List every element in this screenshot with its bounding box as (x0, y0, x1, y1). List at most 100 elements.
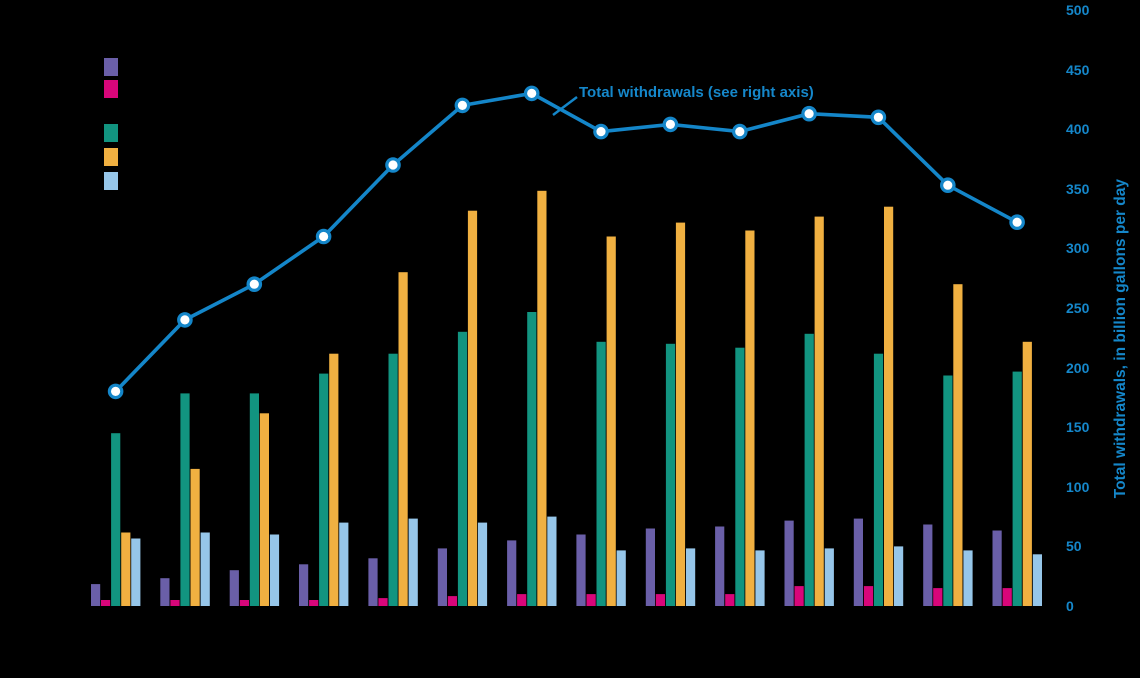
bar-series-orange-1965 (329, 353, 339, 606)
line-marker-2000 (801, 105, 817, 122)
line-marker-2005 (870, 109, 887, 126)
bar-series-teal-1985 (596, 341, 606, 606)
bar-series-orange-2015 (1022, 341, 1032, 606)
bar-series-purple-1995 (715, 526, 725, 606)
bar-series-magenta-1965 (309, 600, 319, 606)
bar-series-orange-1955 (190, 468, 200, 606)
bar-series-purple-1985 (576, 534, 586, 606)
right-axis-tick-150: 150 (1066, 419, 1090, 435)
bar-series-teal-1995 (735, 347, 745, 606)
bar-series-teal-2005 (873, 353, 884, 606)
right-axis-title: Total withdrawals, in billion gallons pe… (1112, 179, 1129, 499)
bar-series-purple-1950 (91, 584, 101, 606)
legend-swatch-series-purple (104, 58, 118, 76)
bar-series-teal-1955 (180, 393, 190, 606)
bar-series-magenta-1990 (655, 594, 665, 606)
bar-series-magenta-2000 (794, 586, 804, 606)
line-marker-1975 (454, 97, 471, 114)
right-axis-tick-350: 350 (1066, 181, 1090, 197)
bar-series-teal-1965 (319, 373, 329, 606)
bar-series-purple-2005 (853, 518, 863, 606)
bar-series-orange-1975 (467, 210, 478, 606)
legend-swatch-series-teal (104, 124, 118, 142)
bar-series-lightblue-2000 (824, 548, 834, 606)
line-marker-1980 (523, 85, 540, 102)
bar-series-lightblue-1960 (269, 534, 280, 606)
bar-series-teal-2000 (804, 333, 814, 606)
bar-series-orange-1990 (675, 222, 686, 606)
bar-series-teal-1950 (111, 433, 121, 606)
bar-series-purple-2000 (784, 520, 794, 606)
bar-series-lightblue-2010 (963, 550, 973, 606)
bar-series-teal-1970 (388, 353, 398, 606)
line-marker-1970 (385, 157, 401, 173)
line-marker-1985 (593, 123, 609, 140)
bar-series-purple-1975 (437, 548, 447, 606)
right-axis-tick-300: 300 (1066, 240, 1090, 256)
right-axis-tick-250: 250 (1066, 300, 1090, 316)
bar-series-magenta-2010 (933, 588, 943, 606)
bar-series-purple-1970 (368, 558, 378, 606)
bar-series-lightblue-1970 (408, 518, 418, 606)
line-marker-2015 (1009, 214, 1025, 230)
bar-series-purple-1960 (229, 570, 239, 606)
bar-series-magenta-1985 (586, 594, 596, 606)
right-axis-tick-200: 200 (1066, 360, 1090, 376)
total-withdrawals-line-label: Total withdrawals (see right axis) (579, 84, 814, 101)
bar-series-magenta-1970 (378, 598, 388, 606)
bar-series-lightblue-1985 (616, 550, 626, 606)
bar-series-orange-2010 (953, 284, 963, 606)
legend-swatch-series-orange (104, 148, 118, 166)
right-axis-title-container: Total withdrawals, in billion gallons pe… (1104, 0, 1138, 678)
bar-series-magenta-1975 (447, 596, 457, 606)
right-axis-tick-50: 50 (1066, 538, 1082, 554)
bar-series-purple-2015 (992, 530, 1002, 606)
line-marker-1995 (731, 123, 748, 140)
line-marker-1950 (107, 383, 124, 400)
line-marker-1955 (177, 312, 193, 328)
total-withdrawals-line (114, 91, 1018, 393)
line-marker-1965 (315, 228, 332, 245)
bar-series-orange-1970 (398, 272, 408, 606)
bar-series-purple-1965 (299, 564, 309, 606)
bar-series-lightblue-1995 (755, 550, 765, 606)
annotation-leader-line (552, 96, 578, 116)
bar-series-lightblue-1990 (686, 548, 696, 606)
bar-series-lightblue-1965 (339, 522, 349, 606)
bar-series-purple-1990 (645, 528, 655, 606)
bar-series-magenta-2005 (863, 586, 874, 606)
bar-series-purple-1980 (507, 540, 517, 606)
bar-series-lightblue-1980 (547, 516, 557, 606)
bar-series-teal-1960 (249, 393, 259, 606)
bar-series-teal-1980 (527, 312, 537, 606)
right-axis-tick-0: 0 (1066, 598, 1074, 614)
bar-series-lightblue-1950 (131, 538, 141, 606)
bar-series-teal-1990 (665, 343, 676, 606)
legend-swatch-series-magenta (104, 80, 118, 98)
bar-series-orange-1960 (259, 413, 269, 606)
bar-series-lightblue-1975 (477, 522, 488, 606)
right-axis-tick-100: 100 (1066, 479, 1090, 495)
bar-series-orange-1980 (537, 190, 547, 607)
bar-series-teal-1975 (457, 331, 468, 606)
bar-series-magenta-1960 (239, 600, 249, 606)
bar-series-purple-2010 (923, 524, 933, 606)
bar-series-teal-2010 (943, 375, 953, 606)
line-marker-1990 (662, 116, 679, 133)
legend-swatch-series-lightblue (104, 172, 118, 190)
bar-series-magenta-1980 (517, 594, 527, 606)
bar-series-orange-1950 (121, 532, 131, 606)
bar-series-magenta-1995 (725, 594, 735, 606)
bar-series-magenta-1955 (170, 600, 180, 606)
bar-series-magenta-1950 (101, 600, 111, 606)
right-axis-tick-500: 500 (1066, 2, 1090, 18)
bar-series-orange-1995 (745, 230, 755, 606)
right-axis-tick-400: 400 (1066, 121, 1090, 137)
line-marker-2010 (939, 177, 956, 193)
bar-series-purple-1955 (160, 578, 170, 606)
bar-series-orange-2005 (884, 206, 894, 606)
bar-series-orange-2000 (814, 216, 824, 606)
bar-series-teal-2015 (1012, 371, 1022, 606)
